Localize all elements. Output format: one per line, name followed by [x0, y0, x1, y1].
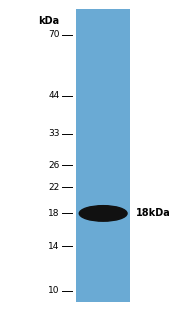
Text: 22: 22 — [49, 183, 60, 192]
Text: 14: 14 — [48, 242, 60, 251]
Text: kDa: kDa — [39, 16, 60, 26]
Ellipse shape — [79, 206, 127, 221]
Text: 26: 26 — [48, 160, 60, 169]
Text: 33: 33 — [48, 129, 60, 138]
Bar — [76, 9, 130, 302]
Text: 10: 10 — [48, 286, 60, 295]
Text: 18kDa: 18kDa — [136, 208, 171, 218]
Text: 44: 44 — [49, 91, 60, 100]
Text: 70: 70 — [48, 30, 60, 39]
Text: 18: 18 — [48, 209, 60, 218]
